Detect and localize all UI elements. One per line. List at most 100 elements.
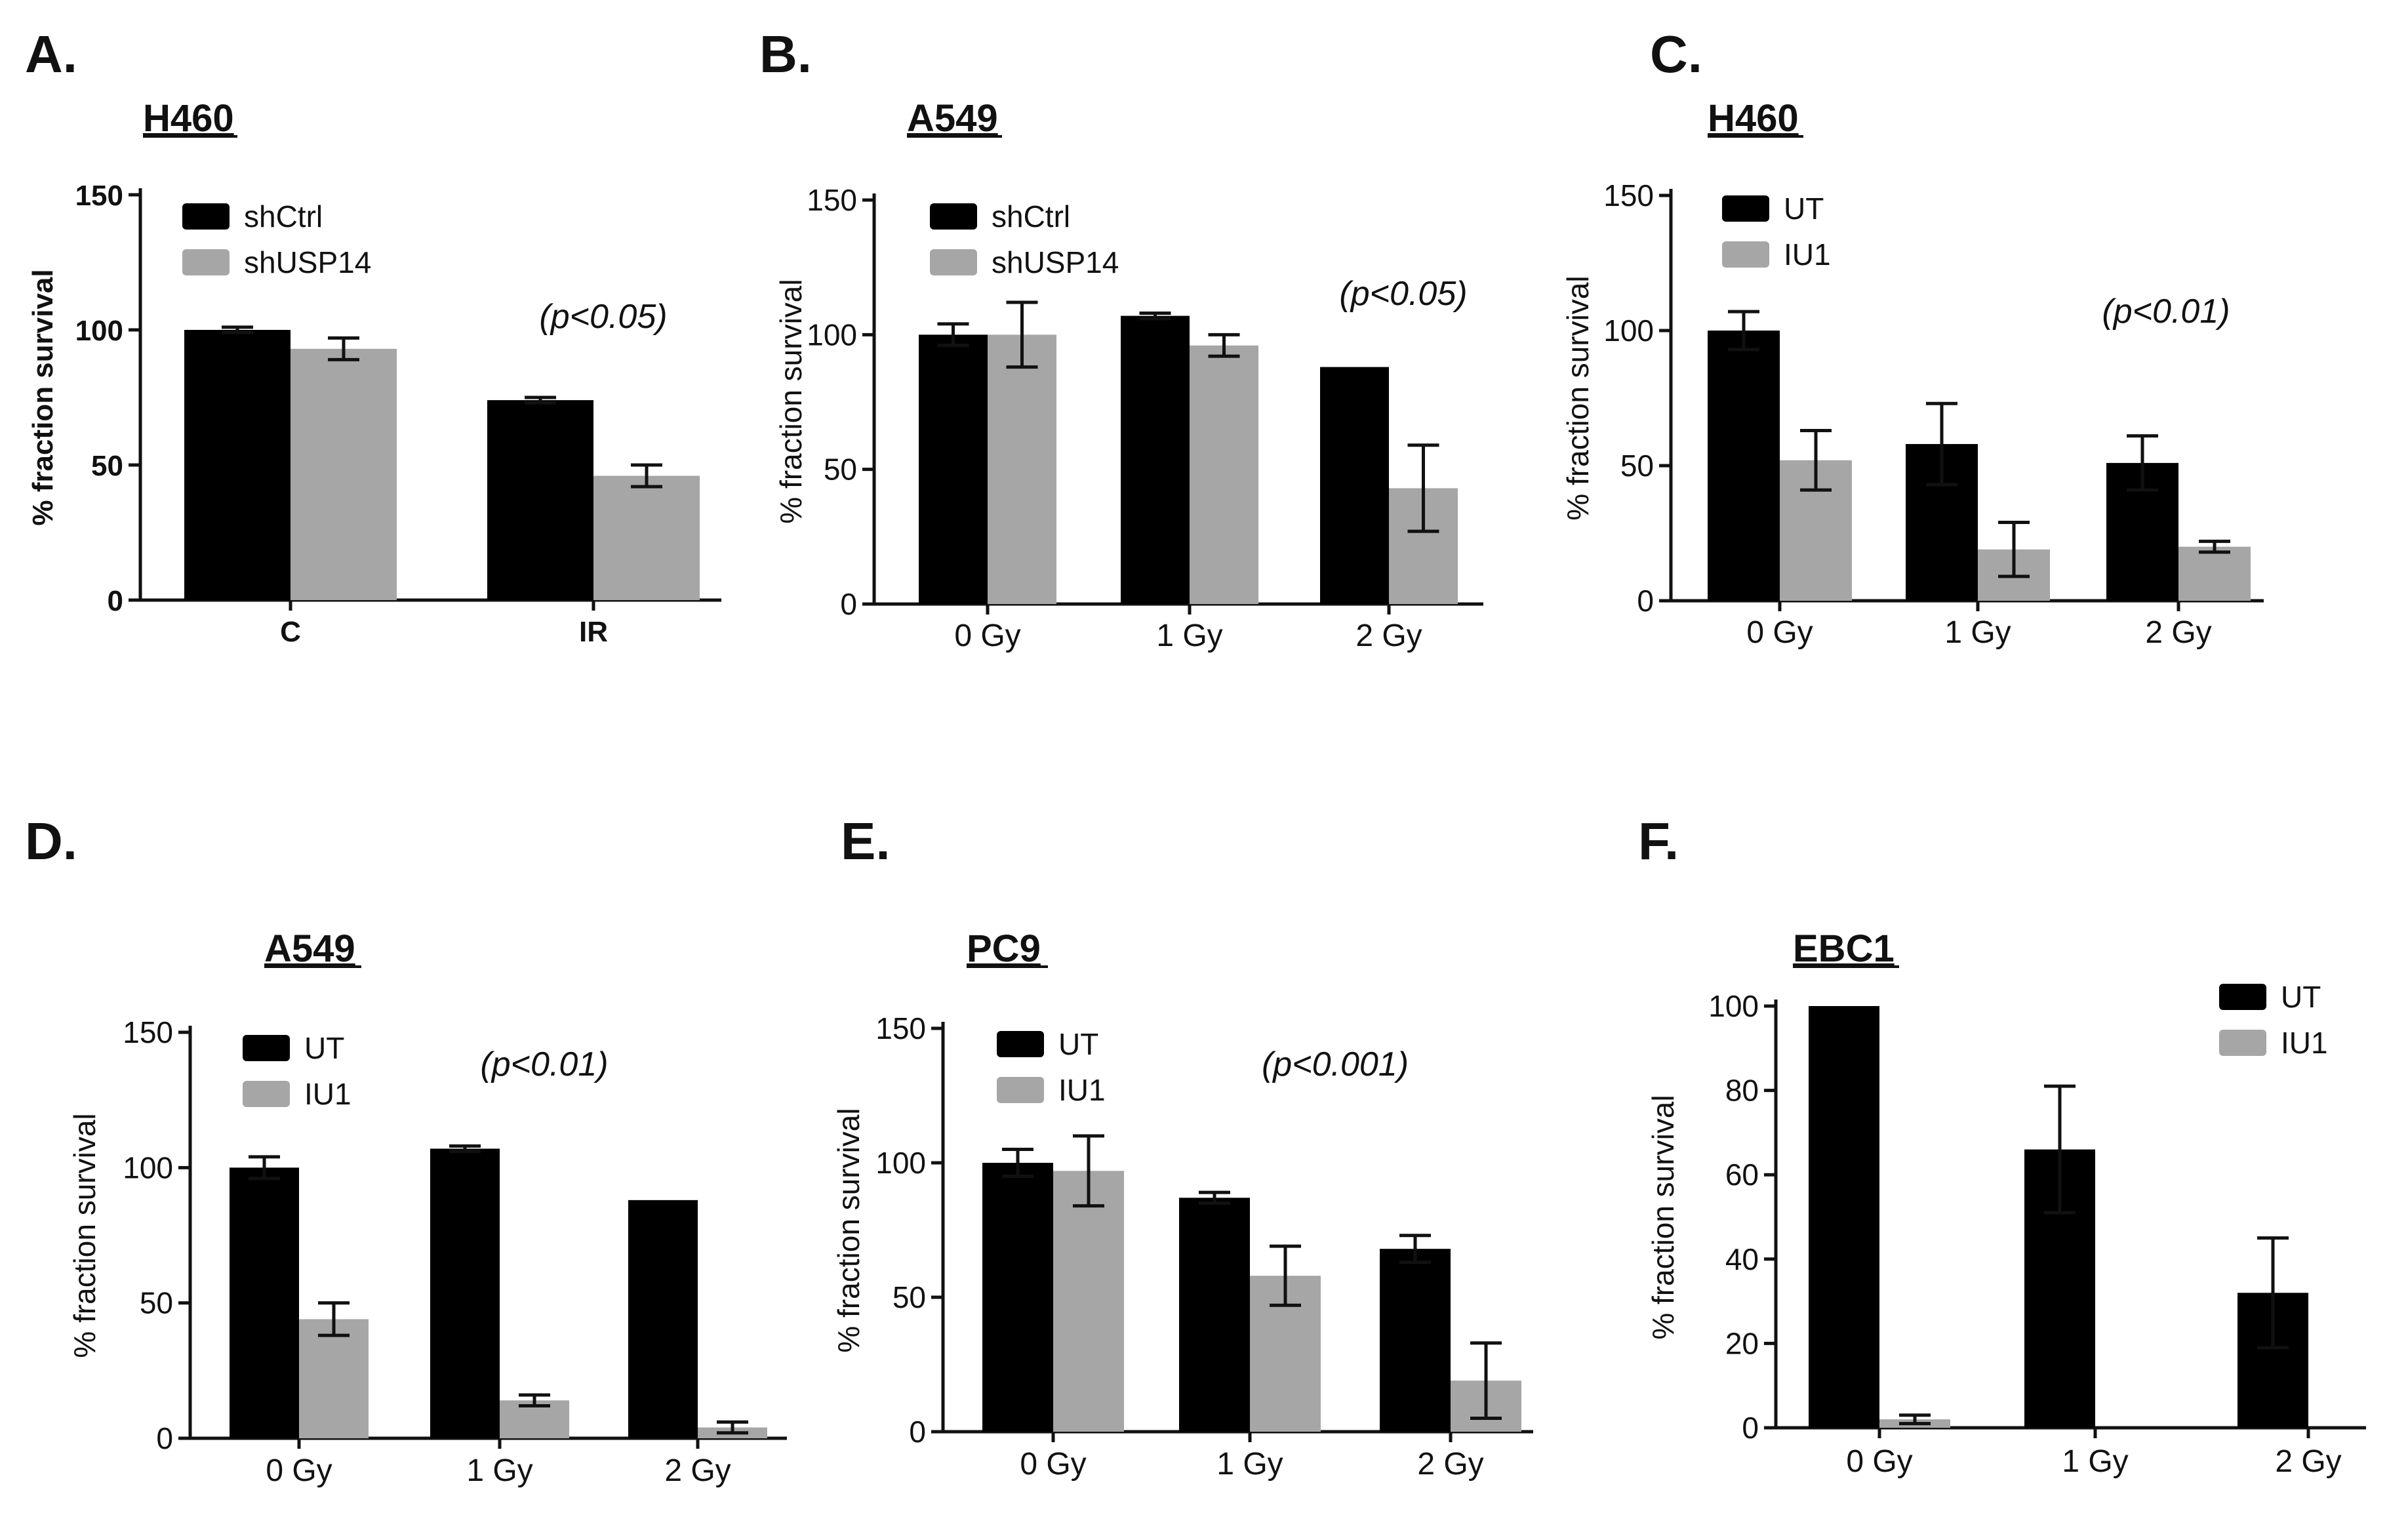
y-tick-label: 20 <box>1725 1326 1759 1360</box>
legend-swatch-ut <box>997 1031 1044 1057</box>
error-bar <box>1800 428 1832 492</box>
legend-label: IU1 <box>304 1077 351 1111</box>
p-value-annotation: (p<0.001) <box>1262 1045 1409 1083</box>
p-value-annotation: (p<0.01) <box>480 1045 608 1083</box>
x-tick-label: 0 Gy <box>954 618 1020 653</box>
error-bar <box>449 1144 481 1154</box>
y-tick-label: 100 <box>875 1146 926 1180</box>
x-tick-label: 2 Gy <box>2275 1444 2341 1479</box>
y-tick-label: 0 <box>108 585 123 617</box>
legend-swatch-shusp14 <box>182 249 230 275</box>
y-axis-label: % fraction survival <box>27 269 59 525</box>
y-tick-label: 0 <box>1742 1411 1759 1445</box>
y-axis-label: % fraction survival <box>774 279 808 523</box>
legend-swatch-shctrl <box>182 203 230 230</box>
x-tick-label: 2 Gy <box>664 1453 731 1488</box>
y-tick-label: 100 <box>1708 989 1759 1023</box>
error-bar <box>1139 311 1171 321</box>
error-bar <box>1199 1190 1230 1205</box>
y-tick-label: 50 <box>1620 449 1654 483</box>
legend-label: IU1 <box>1784 237 1831 272</box>
bar-shusp14-c <box>291 348 397 600</box>
legend-swatch-iu1 <box>2219 1030 2266 1056</box>
legend-swatch-iu1 <box>243 1081 290 1107</box>
x-tick-label: 2 Gy <box>1417 1447 1483 1482</box>
legend: UT IU1 <box>243 1031 351 1111</box>
bar-ut-0gy <box>230 1167 299 1438</box>
bar-shctrl-ir <box>487 400 593 600</box>
bar-shctrl-2gy <box>1320 367 1389 604</box>
y-tick-label: 50 <box>140 1286 173 1320</box>
error-bar <box>1399 1234 1431 1264</box>
error-bar <box>1998 521 2030 578</box>
chart-title: EBC1 <box>1793 927 1895 970</box>
legend-label: IU1 <box>2281 1026 2328 1060</box>
bar-ut-0gy <box>982 1163 1053 1432</box>
x-tick-label: IR <box>579 616 608 648</box>
y-tick-label: 50 <box>824 453 857 487</box>
panel-a: A. H460 0 50 100 150 % fraction survival C IR shC… <box>25 25 721 648</box>
bar-shusp14-ir <box>593 475 700 600</box>
legend: UT IU1 <box>2219 980 2328 1060</box>
panel-b: B. A549 0 50 100 150 % fraction survival 0 Gy 1 … <box>759 25 1483 653</box>
error-bar <box>318 1301 350 1337</box>
error-bar <box>2127 434 2158 492</box>
legend-swatch-ut <box>243 1035 290 1061</box>
error-bar <box>525 395 556 405</box>
legend-label: UT <box>1784 192 1824 226</box>
y-tick-label: 0 <box>909 1415 926 1449</box>
panel-f: F. EBC1 0 20 40 60 80 100 % fraction survival 0 G… <box>1638 812 2366 1479</box>
error-bar <box>519 1393 550 1407</box>
y-tick-label: 100 <box>75 315 123 347</box>
y-tick-label: 50 <box>91 450 123 482</box>
error-bar <box>1728 310 1759 352</box>
panel-letter: F. <box>1638 812 1679 870</box>
x-tick-label: 1 Gy <box>2062 1444 2128 1479</box>
y-tick-label: 0 <box>1637 584 1654 618</box>
legend-label: UT <box>304 1031 344 1065</box>
error-bar <box>1470 1341 1502 1420</box>
y-axis-label: % fraction survival <box>1561 275 1595 520</box>
error-bar <box>328 336 359 361</box>
legend-label: IU1 <box>1058 1073 1106 1107</box>
p-value-annotation: (p<0.01) <box>2102 293 2230 331</box>
legend-swatch-ut <box>1722 195 1769 222</box>
bar-ut-2gy <box>628 1200 698 1438</box>
panel-letter: B. <box>759 25 812 83</box>
chart-title: A549 <box>907 97 998 140</box>
bar-shctrl-c <box>184 330 291 600</box>
x-tick-label: 1 Gy <box>1216 1447 1283 1482</box>
error-bar <box>2257 1236 2289 1350</box>
legend: UT IU1 <box>1722 192 1831 272</box>
y-tick-label: 80 <box>1725 1074 1759 1108</box>
p-value-annotation: (p<0.05) <box>539 298 667 336</box>
bar-ut-1gy <box>1179 1198 1250 1432</box>
chart-title: H460 <box>1708 97 1799 140</box>
error-bar <box>937 322 969 348</box>
error-bar <box>1270 1244 1301 1307</box>
error-bar <box>1407 443 1439 533</box>
p-value-annotation: (p<0.05) <box>1339 275 1467 313</box>
panel-letter: E. <box>841 812 891 870</box>
legend-swatch-iu1 <box>997 1077 1044 1103</box>
legend-label: shCtrl <box>992 199 1070 233</box>
y-tick-label: 100 <box>123 1150 173 1184</box>
panel-d: D. A549 0 50 100 150 % fraction survival 0 Gy 1 … <box>25 812 787 1488</box>
error-bar <box>1899 1413 1931 1426</box>
bar-ut-0gy <box>1809 1006 1879 1428</box>
bar-shctrl-0gy <box>919 334 988 604</box>
bar-ut-0gy <box>1708 331 1780 601</box>
error-bar <box>2044 1084 2076 1215</box>
bar-ut-1gy <box>430 1148 500 1438</box>
bar-ut-2gy <box>1380 1249 1451 1432</box>
y-axis-label: % fraction survival <box>68 1113 102 1358</box>
bar-shctrl-1gy <box>1121 315 1190 604</box>
x-tick-label: 1 Gy <box>1944 615 2011 650</box>
panel-letter: D. <box>25 812 77 870</box>
legend-label: UT <box>2281 980 2321 1014</box>
legend: UT IU1 <box>997 1027 1106 1107</box>
y-axis-label: % fraction survival <box>1646 1095 1680 1339</box>
y-tick-label: 150 <box>1603 178 1654 212</box>
error-bar <box>2199 539 2230 554</box>
